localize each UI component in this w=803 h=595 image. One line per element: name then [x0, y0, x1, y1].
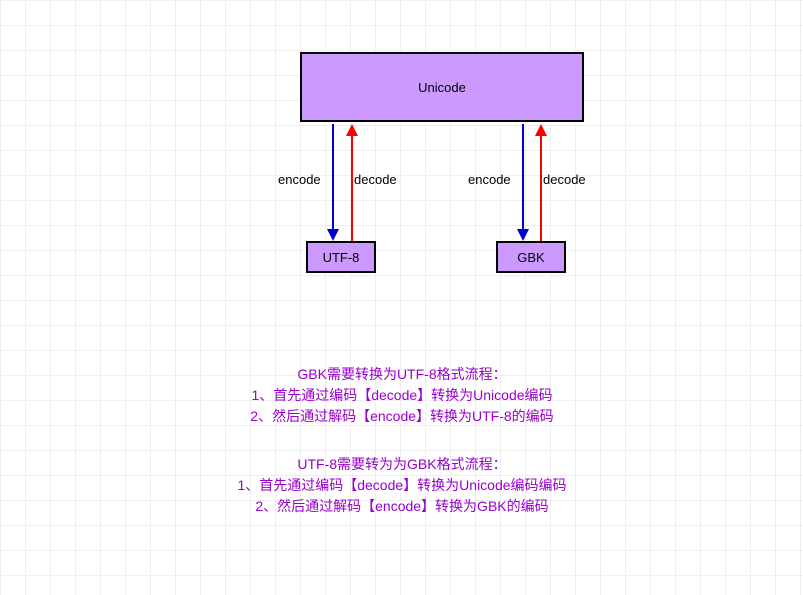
- node-gbk-label: GBK: [517, 250, 544, 265]
- arrow-right-down-head: [517, 229, 529, 241]
- desc1-line2: 2、然后通过解码【encode】转换为UTF-8的编码: [250, 406, 553, 427]
- desc2-line2: 2、然后通过解码【encode】转换为GBK的编码: [237, 496, 566, 517]
- description-gbk-to-utf8: GBK需要转换为UTF-8格式流程： 1、首先通过编码【decode】转换为Un…: [250, 364, 553, 427]
- arrow-left-down-head: [327, 229, 339, 241]
- desc1-line1: 1、首先通过编码【decode】转换为Unicode编码: [250, 385, 553, 406]
- label-left-encode: encode: [278, 172, 321, 187]
- arrow-left-up: [351, 136, 353, 241]
- node-gbk: GBK: [496, 241, 566, 273]
- arrow-right-down: [522, 124, 524, 229]
- node-unicode-label: Unicode: [418, 80, 466, 95]
- label-right-decode: decode: [543, 172, 586, 187]
- node-utf8: UTF-8: [306, 241, 376, 273]
- label-left-decode: decode: [354, 172, 397, 187]
- label-right-encode: encode: [468, 172, 511, 187]
- arrow-left-up-head: [346, 124, 358, 136]
- description-utf8-to-gbk: UTF-8需要转为为GBK格式流程： 1、首先通过编码【decode】转换为Un…: [237, 454, 566, 517]
- desc1-title: GBK需要转换为UTF-8格式流程：: [250, 364, 553, 385]
- arrow-right-up-head: [535, 124, 547, 136]
- arrow-left-down: [332, 124, 334, 229]
- node-unicode: Unicode: [300, 52, 584, 122]
- desc2-title: UTF-8需要转为为GBK格式流程：: [237, 454, 566, 475]
- diagram-canvas: Unicode UTF-8 GBK encode decode encode d…: [0, 0, 803, 595]
- desc2-line1: 1、首先通过编码【decode】转换为Unicode编码编码: [237, 475, 566, 496]
- node-utf8-label: UTF-8: [323, 250, 360, 265]
- arrow-right-up: [540, 136, 542, 241]
